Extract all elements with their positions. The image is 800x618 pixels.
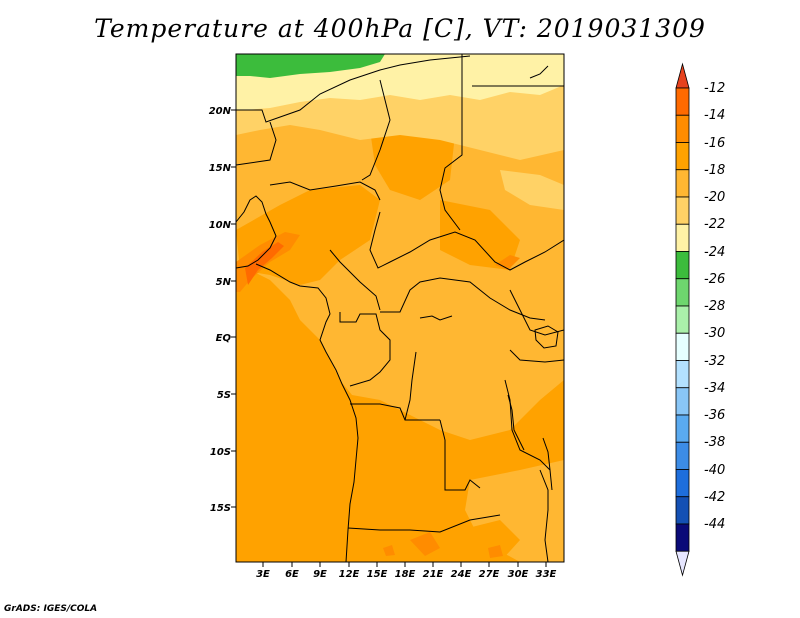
colorbar-swatch bbox=[675, 387, 690, 416]
colorbar-label: -30 bbox=[704, 326, 726, 342]
border-north-3 bbox=[439, 54, 463, 231]
longitude-axis: 3E 6E 9E 12E 15E 18E 21E 24E 27E 30E 33E bbox=[256, 562, 557, 580]
lon-tick-label: 30E bbox=[508, 569, 529, 580]
lat-tick-label: 10S bbox=[210, 447, 231, 458]
colorbar-label: -40 bbox=[704, 462, 726, 478]
colorbar-swatch bbox=[675, 196, 690, 225]
colorbar-bottom-arrow bbox=[675, 550, 690, 577]
colorbar-swatch bbox=[675, 414, 690, 443]
colorbar-label: -32 bbox=[704, 353, 726, 369]
colorbar-swatch bbox=[675, 169, 690, 198]
grads-credit: GrADS: IGES/COLA bbox=[4, 604, 98, 614]
map-frame bbox=[235, 53, 565, 563]
border-angola-e bbox=[439, 419, 481, 491]
temperature-field bbox=[236, 54, 564, 562]
field-m22-region bbox=[236, 54, 385, 78]
lon-tick-label: 6E bbox=[285, 569, 299, 580]
colorbar-swatch bbox=[675, 142, 690, 171]
field-m12-warm-core bbox=[245, 242, 284, 285]
border-congo-1 bbox=[339, 312, 391, 387]
border-east-2 bbox=[509, 349, 564, 363]
colorbar-label: -38 bbox=[704, 435, 726, 451]
lon-tick-label: 18E bbox=[395, 569, 416, 580]
colorbar-label: -34 bbox=[704, 380, 726, 396]
border-angola-n bbox=[350, 403, 440, 421]
lon-tick-label: 15E bbox=[367, 569, 388, 580]
colorbar-swatch bbox=[675, 278, 690, 307]
latitude-axis: 20N 15N 10N 5N EQ 5S 10S 15S bbox=[209, 106, 236, 514]
colorbar-label: -16 bbox=[704, 135, 726, 151]
lake-tanganyika bbox=[507, 394, 525, 451]
colorbar-swatch bbox=[675, 305, 690, 334]
border-east-3 bbox=[539, 469, 549, 562]
lat-tick-label: EQ bbox=[216, 333, 232, 344]
colorbar-label: -22 bbox=[704, 217, 726, 233]
lon-tick-label: 21E bbox=[423, 569, 444, 580]
border-east-lakes bbox=[504, 379, 551, 471]
border-north-2 bbox=[361, 79, 391, 181]
coastline-gulf-of-guinea bbox=[255, 263, 359, 562]
colorbar-swatch bbox=[675, 223, 690, 252]
lat-tick-label: 10N bbox=[209, 220, 232, 231]
colorbar-swatch bbox=[675, 469, 690, 498]
colorbar-label: -24 bbox=[704, 244, 726, 260]
lon-tick-label: 3E bbox=[256, 569, 270, 580]
field-m14-spot-south-1 bbox=[410, 532, 440, 556]
field-m14-spot-south-3 bbox=[488, 545, 503, 558]
river-congo bbox=[419, 315, 453, 321]
lon-tick-label: 24E bbox=[451, 569, 472, 580]
colorbar-swatch bbox=[675, 523, 690, 552]
border-cameroon bbox=[329, 249, 381, 311]
border-north-1 bbox=[236, 55, 471, 123]
colorbar-swatch bbox=[675, 251, 690, 280]
lon-tick-label: 33E bbox=[536, 569, 557, 580]
colorbar bbox=[675, 62, 690, 577]
lat-tick-label: 15S bbox=[210, 503, 231, 514]
colorbar-top-arrow bbox=[675, 62, 690, 89]
colorbar-label: -14 bbox=[704, 108, 726, 124]
red-sea-coast bbox=[529, 65, 549, 79]
lat-tick-label: 5S bbox=[217, 390, 231, 401]
field-m14-angola-south bbox=[455, 520, 520, 562]
colorbar-swatch bbox=[675, 114, 690, 143]
chart-title: Temperature at 400hPa [C], VT: 201903130… bbox=[94, 14, 706, 43]
colorbar-swatch bbox=[675, 332, 690, 361]
colorbar-label: -12 bbox=[704, 81, 726, 96]
field-m14-spot-east bbox=[495, 255, 520, 270]
colorbar-label: -36 bbox=[704, 408, 726, 423]
country-borders bbox=[236, 54, 564, 562]
border-angola-s bbox=[347, 514, 501, 533]
field-m14-spot-south-2 bbox=[383, 545, 395, 556]
field-m14-interior-3 bbox=[440, 200, 520, 270]
colorbar-swatch bbox=[675, 360, 690, 389]
border-drc-2 bbox=[404, 351, 417, 421]
colorbar-swatch bbox=[675, 496, 690, 525]
lake-malawi bbox=[542, 437, 553, 491]
lake-victoria bbox=[534, 325, 559, 349]
lat-tick-label: 5N bbox=[216, 277, 232, 288]
colorbar-label: -42 bbox=[704, 489, 726, 505]
colorbar-swatch bbox=[675, 441, 690, 470]
border-chad-car bbox=[369, 211, 564, 271]
border-east-1 bbox=[509, 289, 564, 336]
colorbar-swatch bbox=[675, 87, 690, 116]
lon-tick-label: 9E bbox=[313, 569, 327, 580]
colorbar-label: -26 bbox=[704, 271, 726, 287]
border-drc-1 bbox=[380, 277, 546, 321]
colorbar-label: -28 bbox=[704, 299, 726, 314]
colorbar-label: -44 bbox=[704, 517, 726, 532]
colorbar-label: -20 bbox=[704, 190, 726, 205]
border-sahel-1 bbox=[236, 121, 277, 166]
border-sahel-2 bbox=[269, 181, 381, 201]
lat-tick-label: 15N bbox=[209, 163, 232, 174]
coastline-west-africa bbox=[236, 195, 277, 269]
lat-tick-label: 20N bbox=[209, 106, 232, 117]
field-m14-interior-2 bbox=[370, 120, 455, 200]
colorbar-label: -18 bbox=[704, 162, 726, 178]
lon-tick-label: 12E bbox=[339, 569, 360, 580]
field-m18-patch bbox=[500, 170, 564, 210]
lon-tick-label: 27E bbox=[479, 569, 500, 580]
